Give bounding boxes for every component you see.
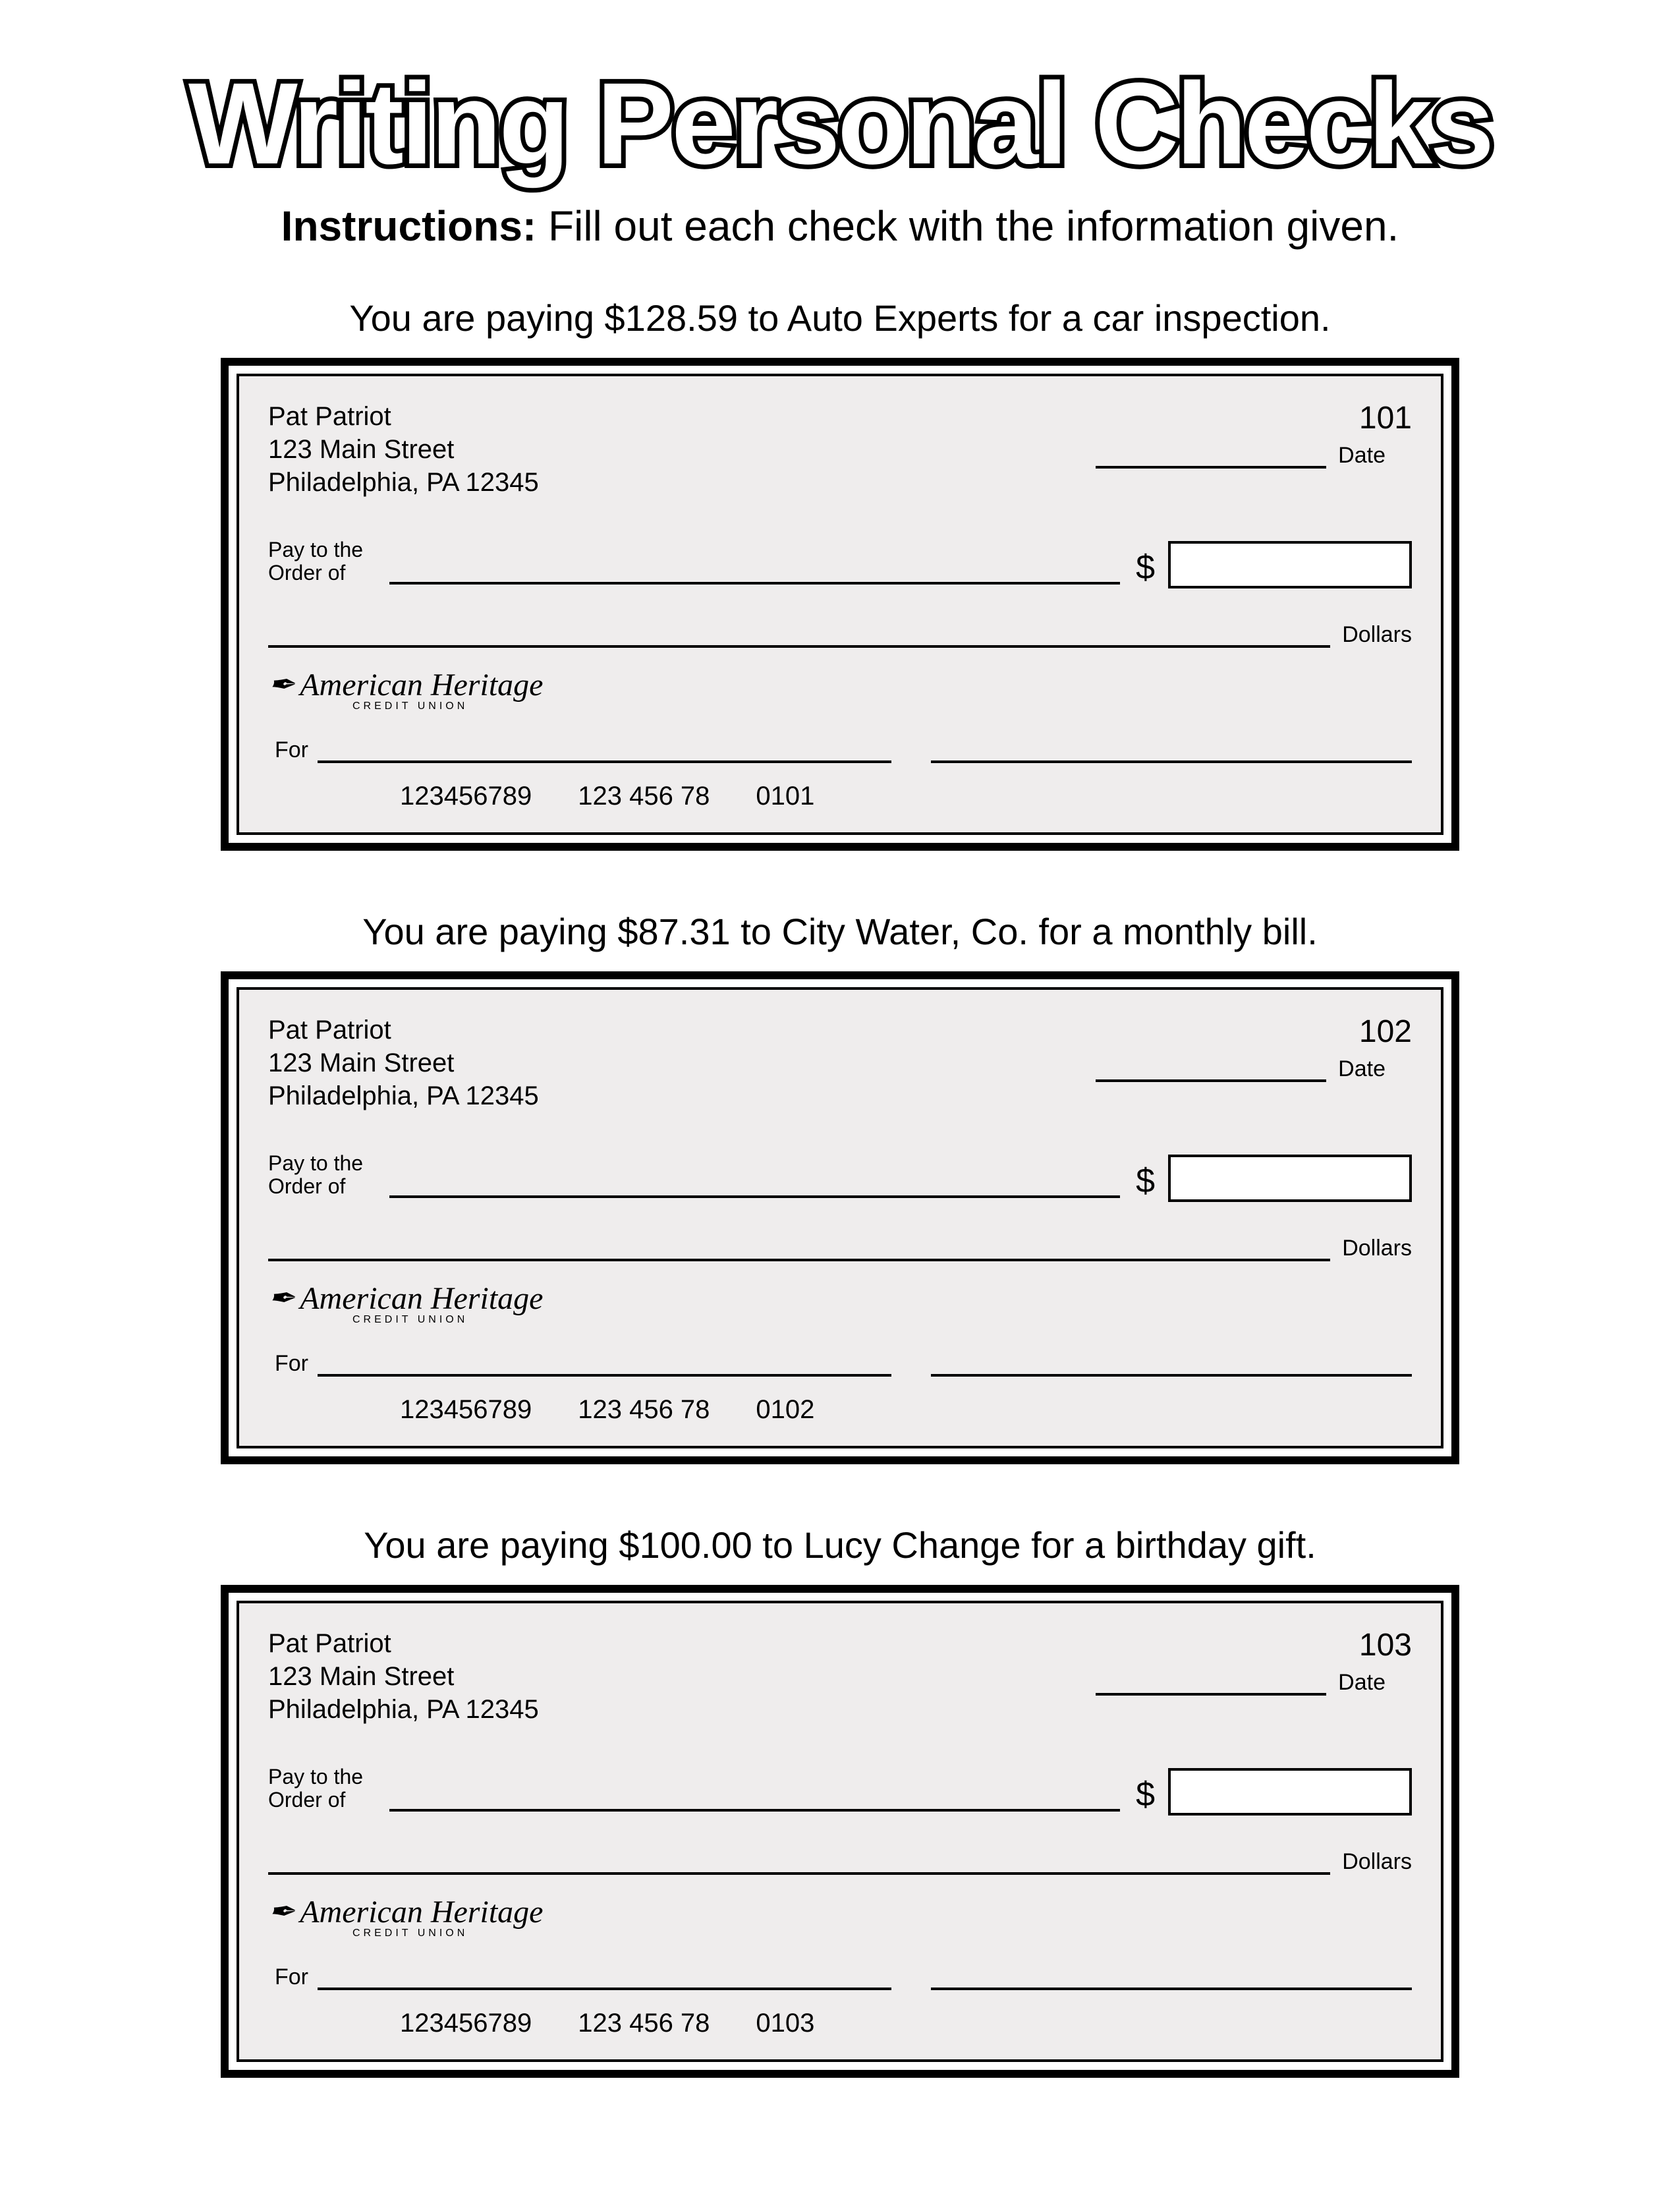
payer-street: 123 Main Street	[268, 433, 539, 466]
pay-to-order-label: Pay to theOrder of	[268, 1152, 380, 1198]
payer-city: Philadelphia, PA 12345	[268, 1693, 539, 1726]
date-input-line[interactable]	[1096, 1673, 1326, 1696]
payee-input-line[interactable]	[389, 556, 1120, 585]
check-body: Pat Patriot 123 Main Street Philadelphia…	[237, 1601, 1443, 2062]
bank-name-text: American Heritage	[300, 668, 543, 702]
signature-line[interactable]	[931, 1968, 1412, 1990]
micr-line: 123456789 123 456 78 0102	[268, 1395, 1412, 1425]
quill-icon: ✒	[268, 668, 294, 702]
payee-input-line[interactable]	[389, 1169, 1120, 1198]
payer-city: Philadelphia, PA 12345	[268, 466, 539, 499]
check-prompt: You are paying $100.00 to Lucy Change fo…	[72, 1524, 1608, 1566]
payer-address: Pat Patriot 123 Main Street Philadelphia…	[268, 1014, 539, 1112]
signature-line[interactable]	[931, 1354, 1412, 1377]
amount-numeric-box[interactable]	[1168, 1768, 1412, 1816]
payer-name: Pat Patriot	[268, 1627, 539, 1660]
check-body: Pat Patriot 123 Main Street Philadelphia…	[237, 987, 1443, 1448]
payer-address: Pat Patriot 123 Main Street Philadelphia…	[268, 1627, 539, 1726]
micr-line: 123456789 123 456 78 0103	[268, 2009, 1412, 2038]
check-block: You are paying $100.00 to Lucy Change fo…	[72, 1524, 1608, 2078]
quill-icon: ✒	[268, 1895, 294, 1930]
bank-logo: ✒American Heritage CREDIT UNION	[268, 666, 1412, 712]
dollar-sign: $	[1136, 550, 1155, 585]
account-number: 123 456 78	[578, 782, 710, 811]
instructions-line: Instructions: Fill out each check with t…	[72, 202, 1608, 250]
payer-address: Pat Patriot 123 Main Street Philadelphia…	[268, 400, 539, 499]
payer-name: Pat Patriot	[268, 1014, 539, 1046]
dollars-label: Dollars	[1342, 622, 1412, 648]
date-label: Date	[1338, 443, 1412, 469]
check-number: 103	[1096, 1627, 1412, 1663]
micr-check-number: 0101	[756, 782, 814, 811]
check-outer-border: Pat Patriot 123 Main Street Philadelphia…	[221, 971, 1459, 1464]
check-block: You are paying $128.59 to Auto Experts f…	[72, 297, 1608, 851]
amount-numeric-box[interactable]	[1168, 1155, 1412, 1202]
micr-check-number: 0103	[756, 2009, 814, 2038]
amount-words-line[interactable]	[268, 1848, 1330, 1875]
check-prompt: You are paying $87.31 to City Water, Co.…	[72, 910, 1608, 953]
memo-input-line[interactable]	[318, 1354, 891, 1377]
instructions-text: Fill out each check with the information…	[536, 202, 1399, 250]
bank-name-text: American Heritage	[300, 1281, 543, 1316]
dollar-sign: $	[1136, 1164, 1155, 1198]
signature-line[interactable]	[931, 741, 1412, 763]
memo-input-line[interactable]	[318, 1968, 891, 1990]
micr-line: 123456789 123 456 78 0101	[268, 782, 1412, 811]
pay-to-order-label: Pay to theOrder of	[268, 538, 380, 585]
check-outer-border: Pat Patriot 123 Main Street Philadelphia…	[221, 1585, 1459, 2078]
account-number: 123 456 78	[578, 1395, 710, 1425]
date-label: Date	[1338, 1056, 1412, 1082]
amount-words-line[interactable]	[268, 1235, 1330, 1261]
routing-number: 123456789	[400, 1395, 532, 1425]
check-prompt: You are paying $128.59 to Auto Experts f…	[72, 297, 1608, 339]
date-input-line[interactable]	[1096, 446, 1326, 469]
payer-name: Pat Patriot	[268, 400, 539, 433]
routing-number: 123456789	[400, 782, 532, 811]
bank-logo: ✒American Heritage CREDIT UNION	[268, 1280, 1412, 1326]
account-number: 123 456 78	[578, 2009, 710, 2038]
check-number: 101	[1096, 400, 1412, 436]
pay-to-order-label: Pay to theOrder of	[268, 1765, 380, 1812]
dollars-label: Dollars	[1342, 1849, 1412, 1875]
micr-check-number: 0102	[756, 1395, 814, 1425]
quill-icon: ✒	[268, 1281, 294, 1316]
amount-words-line[interactable]	[268, 621, 1330, 648]
dollar-sign: $	[1136, 1777, 1155, 1812]
payer-street: 123 Main Street	[268, 1046, 539, 1079]
payee-input-line[interactable]	[389, 1783, 1120, 1812]
memo-label: For	[275, 737, 308, 763]
dollars-label: Dollars	[1342, 1236, 1412, 1261]
date-input-line[interactable]	[1096, 1060, 1326, 1082]
check-outer-border: Pat Patriot 123 Main Street Philadelphia…	[221, 358, 1459, 851]
check-number: 102	[1096, 1014, 1412, 1050]
memo-label: For	[275, 1351, 308, 1377]
payer-street: 123 Main Street	[268, 1660, 539, 1693]
date-label: Date	[1338, 1670, 1412, 1696]
check-body: Pat Patriot 123 Main Street Philadelphia…	[237, 374, 1443, 835]
amount-numeric-box[interactable]	[1168, 541, 1412, 588]
page-title: Writing Personal Checks	[72, 66, 1608, 182]
memo-input-line[interactable]	[318, 741, 891, 763]
bank-name-text: American Heritage	[300, 1895, 543, 1930]
payer-city: Philadelphia, PA 12345	[268, 1079, 539, 1112]
routing-number: 123456789	[400, 2009, 532, 2038]
bank-logo: ✒American Heritage CREDIT UNION	[268, 1893, 1412, 1939]
instructions-label: Instructions:	[281, 202, 537, 250]
check-block: You are paying $87.31 to City Water, Co.…	[72, 910, 1608, 1464]
memo-label: For	[275, 1964, 308, 1990]
